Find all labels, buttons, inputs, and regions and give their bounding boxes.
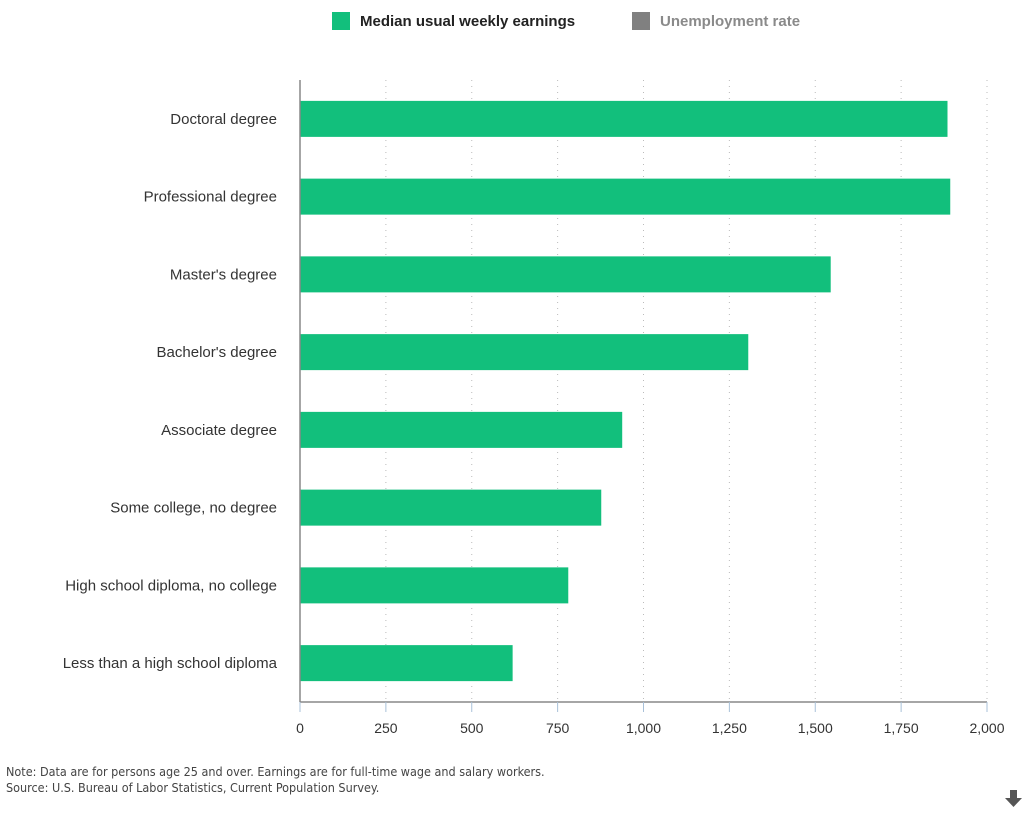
x-tick-labels: 0 250 500 750 1,000 1,250 1,500 1,750 2,000 (296, 720, 1005, 736)
legend-item-earnings[interactable]: Median usual weekly earnings (332, 12, 575, 30)
bar[interactable] (300, 100, 948, 137)
x-tick-label: 2,000 (969, 720, 1004, 736)
note-text: Note: Data are for persons age 25 and ov… (6, 764, 545, 779)
x-tick-label: 1,750 (884, 720, 919, 736)
bars (300, 100, 951, 682)
category-label: High school diploma, no college (65, 577, 277, 594)
bar[interactable] (300, 645, 513, 682)
source-text: Source: U.S. Bureau of Labor Statistics,… (6, 780, 380, 795)
bar[interactable] (300, 567, 569, 604)
bar[interactable] (300, 256, 831, 293)
footnote: Note: Data are for persons age 25 and ov… (6, 764, 545, 796)
category-label: Professional degree (144, 189, 277, 206)
legend: Median usual weekly earnings Unemploymen… (0, 12, 1024, 36)
bar[interactable] (300, 334, 749, 371)
x-tick-label: 1,500 (798, 720, 833, 736)
category-label: Less than a high school diploma (63, 655, 278, 672)
x-tick-label: 250 (374, 720, 398, 736)
x-tick-label: 750 (546, 720, 570, 736)
bar[interactable] (300, 178, 951, 215)
x-tick-label: 1,250 (712, 720, 747, 736)
grid-lines (385, 80, 988, 702)
category-label: Some college, no degree (110, 500, 277, 517)
legend-swatch-unemployment (632, 12, 650, 30)
legend-swatch-earnings (332, 12, 350, 30)
download-arrow-icon[interactable] (1004, 788, 1024, 808)
bar-chart: Doctoral degree Professional degree Master… (63, 80, 1005, 736)
axes (299, 80, 988, 712)
bar[interactable] (300, 411, 623, 448)
x-tick-label: 1,000 (626, 720, 661, 736)
bar[interactable] (300, 489, 602, 526)
legend-label-unemployment: Unemployment rate (660, 12, 801, 30)
category-labels: Doctoral degree Professional degree Master… (63, 111, 278, 672)
category-label: Doctoral degree (170, 111, 277, 128)
category-label: Associate degree (161, 422, 277, 439)
legend-item-unemployment[interactable]: Unemployment rate (632, 12, 800, 30)
category-label: Bachelor's degree (157, 344, 277, 361)
x-tick-label: 0 (296, 720, 304, 736)
x-tick-label: 500 (460, 720, 484, 736)
category-label: Master's degree (170, 266, 277, 283)
legend-label-earnings: Median usual weekly earnings (360, 12, 576, 30)
